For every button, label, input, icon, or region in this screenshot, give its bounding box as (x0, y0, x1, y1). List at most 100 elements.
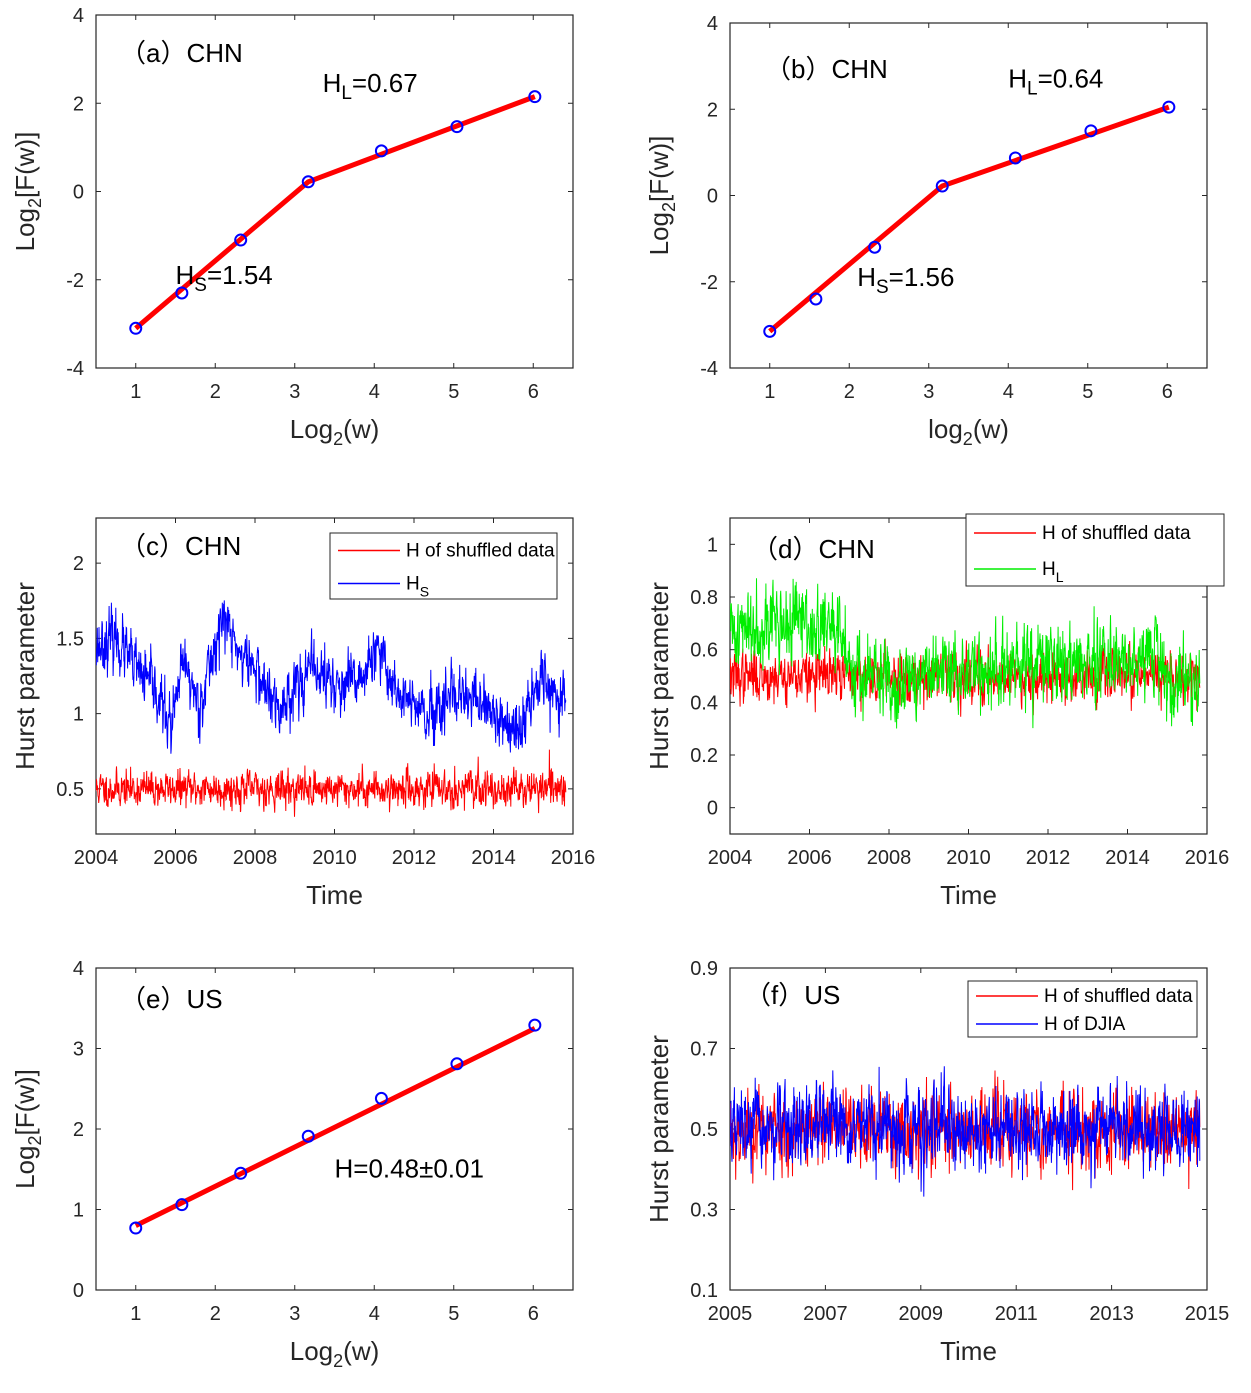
x-tick-label: 2008 (233, 847, 278, 869)
x-tick-label: 2013 (1089, 1303, 1134, 1325)
panel-a: 1 2 3 4 5 6 -4 -2 0 2 4 Log2(w) Log2[F(w)] HL=0.67 HS=… (10, 5, 574, 449)
y-tick-label: 0.2 (690, 745, 718, 767)
x-tick-label: 2 (844, 381, 855, 403)
x-tick-label: 2016 (1185, 847, 1230, 869)
y-tick-label: 0 (707, 186, 718, 208)
x-tick-label: 3 (289, 381, 300, 403)
y-tick-label: 1.5 (56, 628, 84, 650)
x-tick-label: 2012 (1026, 847, 1071, 869)
x-axis-label: log2(w) (928, 414, 1009, 449)
legend-entry: HL (1042, 559, 1064, 585)
x-tick-label: 2 (210, 1303, 221, 1325)
data-point (129, 1221, 143, 1235)
data-point (175, 286, 189, 300)
y-axis-label: Hurst parameter (644, 1035, 674, 1223)
plot-area (96, 600, 567, 817)
x-tick-label: 6 (528, 381, 539, 403)
data-point (374, 1091, 388, 1105)
y-tick-label: 2 (73, 93, 84, 115)
x-tick-label: 2010 (312, 847, 357, 869)
y-tick-label: 2 (73, 553, 84, 575)
x-tick-label: 6 (528, 1303, 539, 1325)
y-tick-label: 1 (73, 704, 84, 726)
data-point (528, 1018, 542, 1032)
data-point (234, 233, 248, 247)
data-point (1008, 151, 1022, 165)
x-tick-label: 2004 (74, 847, 119, 869)
data-point (1084, 124, 1098, 138)
axes-box (729, 22, 1208, 369)
x-tick-label: 2007 (803, 1303, 848, 1325)
x-tick-label: 4 (369, 381, 380, 403)
data-point (450, 1057, 464, 1071)
x-tick-label: 1 (130, 1303, 141, 1325)
y-tick-label: 0.4 (690, 692, 718, 714)
x-tick-label: 4 (369, 1303, 380, 1325)
x-tick-label: 2006 (787, 847, 832, 869)
y-tick-label: 0.7 (690, 1039, 718, 1061)
x-tick-label: 1 (764, 381, 775, 403)
data-point (1162, 100, 1176, 114)
data-point (301, 175, 315, 189)
y-tick-label: 0.5 (690, 1119, 718, 1141)
x-tick-label: 3 (923, 381, 934, 403)
x-tick-label: 2005 (708, 1303, 753, 1325)
y-tick-label: 0.3 (690, 1200, 718, 1222)
y-tick-label: 3 (73, 1039, 84, 1061)
y-tick-label: 0 (707, 798, 718, 820)
legend: H of shuffled data HS (329, 532, 558, 600)
x-axis-label: Log2(w) (290, 414, 380, 449)
x-tick-label: 5 (1082, 381, 1093, 403)
annotation: HL=0.67 (323, 68, 418, 104)
x-tick-label: 2014 (1105, 847, 1150, 869)
annotation: HL=0.64 (1008, 64, 1103, 100)
plot-area (134, 94, 536, 331)
panel-d: 2004 2006 2008 2010 2012 2014 2016 0 0.2 0.4 0.6 0.… (644, 513, 1230, 910)
y-tick-label: 4 (707, 13, 718, 35)
y-tick-label: -2 (66, 270, 84, 292)
x-tick-label: 2010 (946, 847, 991, 869)
legend-entry: H of shuffled data (406, 541, 555, 562)
x-axis-label: Time (940, 1336, 997, 1366)
series-line-1 (730, 1066, 1201, 1197)
panel-label: （b）CHN (765, 54, 888, 84)
legend-entry: HS (406, 574, 429, 600)
y-tick-label: -4 (66, 358, 84, 380)
axes-box (95, 14, 574, 369)
y-tick-label: 2 (707, 99, 718, 121)
x-tick-label: 2 (210, 381, 221, 403)
x-tick-label: 2009 (899, 1303, 944, 1325)
panel-label: （a）CHN (120, 38, 243, 68)
x-tick-label: 2008 (867, 847, 912, 869)
x-axis-label: Time (306, 880, 363, 910)
data-point (301, 1129, 315, 1143)
fit-line (134, 94, 536, 331)
x-tick-label: 2011 (995, 1303, 1038, 1325)
x-tick-label: 2016 (551, 847, 596, 869)
annotation: H=0.48±0.01 (335, 1153, 484, 1183)
x-tick-label: 3 (289, 1303, 300, 1325)
y-tick-label: 0 (73, 182, 84, 204)
legend-box (967, 980, 1198, 1038)
panel-label: （f）US (745, 980, 840, 1010)
x-tick-label: 4 (1003, 381, 1014, 403)
y-tick-label: 0.6 (690, 640, 718, 662)
panel-label: （e）US (120, 984, 223, 1014)
data-point (935, 179, 949, 193)
y-tick-label: -2 (700, 272, 718, 294)
x-axis-label: Log2(w) (290, 1336, 380, 1371)
x-tick-label: 2015 (1185, 1303, 1230, 1325)
legend-entry: H of DJIA (1044, 1014, 1126, 1035)
annotation: HS=1.56 (857, 262, 954, 298)
data-point (129, 321, 143, 335)
y-axis-label: Hurst parameter (644, 582, 674, 770)
data-point (374, 144, 388, 158)
annotation: HS=1.54 (176, 260, 273, 296)
y-tick-label: 4 (73, 958, 84, 980)
data-point (234, 1166, 248, 1180)
panel-e: 1 2 3 4 5 6 0 1 2 3 4 Log2(w) Log2[F(w)] H=0.48±0.01 （… (10, 958, 574, 1371)
fit-line (768, 104, 1170, 334)
legend-box (329, 532, 558, 600)
legend-entry: H of shuffled data (1044, 986, 1193, 1007)
x-tick-label: 5 (448, 381, 459, 403)
